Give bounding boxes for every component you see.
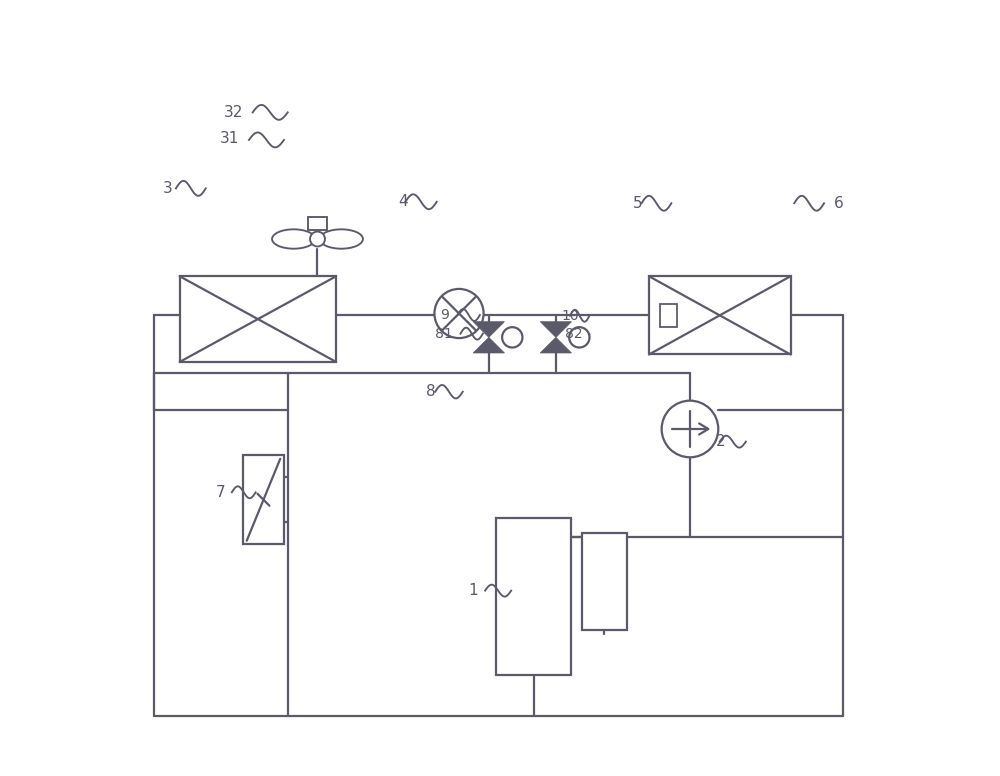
- Bar: [660, 304, 677, 327]
- Polygon shape: [540, 338, 572, 353]
- Bar: [649, 276, 791, 355]
- Text: 8: 8: [426, 384, 435, 399]
- Polygon shape: [540, 322, 572, 338]
- Text: 1: 1: [468, 583, 478, 598]
- Text: 2: 2: [716, 434, 726, 449]
- Bar: [496, 518, 571, 675]
- Text: 6: 6: [834, 196, 843, 211]
- Bar: [308, 217, 327, 230]
- Text: 10: 10: [562, 309, 579, 323]
- Ellipse shape: [320, 230, 363, 248]
- Text: 32: 32: [224, 105, 243, 120]
- Ellipse shape: [272, 230, 315, 248]
- Circle shape: [569, 327, 590, 348]
- Text: 4: 4: [398, 194, 408, 210]
- Text: 9: 9: [440, 308, 449, 322]
- Circle shape: [662, 400, 718, 457]
- Text: 82: 82: [565, 327, 582, 341]
- Text: 5: 5: [633, 196, 642, 211]
- Bar: [582, 533, 627, 630]
- Circle shape: [310, 231, 325, 247]
- Text: 81: 81: [435, 327, 453, 341]
- Circle shape: [502, 327, 522, 348]
- Polygon shape: [473, 338, 504, 353]
- Text: 7: 7: [216, 485, 226, 500]
- Bar: [243, 455, 284, 545]
- Polygon shape: [473, 322, 504, 338]
- Bar: [180, 276, 336, 362]
- Circle shape: [434, 289, 484, 338]
- Text: 3: 3: [162, 181, 172, 196]
- Text: 31: 31: [220, 131, 239, 146]
